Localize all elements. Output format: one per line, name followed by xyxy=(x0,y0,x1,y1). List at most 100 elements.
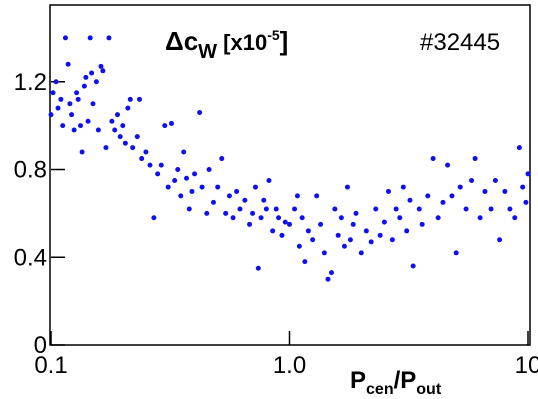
data-point xyxy=(65,61,71,67)
y-tick-label: 0.8 xyxy=(14,157,47,184)
data-point xyxy=(230,215,236,221)
data-point xyxy=(266,177,272,183)
data-point xyxy=(430,156,436,162)
data-point xyxy=(75,96,81,102)
data-point xyxy=(507,206,513,212)
y-tick-label: 1.2 xyxy=(14,69,47,96)
data-point xyxy=(258,215,264,221)
data-point xyxy=(282,219,288,225)
data-point xyxy=(67,101,73,107)
data-point xyxy=(305,228,311,234)
data-point xyxy=(93,79,99,85)
data-point xyxy=(363,228,369,234)
data-point xyxy=(90,101,96,107)
x-tick-label: 1.0 xyxy=(273,352,306,379)
data-point xyxy=(377,232,383,238)
annotation: #32445 xyxy=(420,29,500,56)
x-axis-label: Pcen/Pout xyxy=(350,367,442,398)
data-point xyxy=(199,184,205,190)
data-point xyxy=(397,215,403,221)
data-point xyxy=(58,96,64,102)
data-point xyxy=(234,188,240,194)
data-point xyxy=(273,206,279,212)
title-sub: W xyxy=(198,41,217,63)
x-tick-label: 10 xyxy=(515,352,538,379)
data-point xyxy=(186,206,192,212)
data-point xyxy=(472,156,478,162)
data-point xyxy=(463,206,469,212)
data-point xyxy=(117,134,123,140)
data-point xyxy=(95,127,101,133)
data-point xyxy=(440,199,446,205)
data-point xyxy=(147,162,153,168)
data-point xyxy=(523,199,529,205)
data-point xyxy=(62,35,68,41)
data-point xyxy=(206,167,212,173)
data-point xyxy=(237,206,243,212)
data-point xyxy=(189,188,195,194)
data-point xyxy=(393,206,399,212)
data-point xyxy=(318,221,324,227)
data-point xyxy=(109,118,115,124)
data-point xyxy=(48,112,54,118)
label-part: P xyxy=(350,367,366,394)
data-point xyxy=(120,123,126,129)
data-point xyxy=(435,215,441,221)
data-point xyxy=(83,74,89,80)
data-point xyxy=(314,193,320,199)
data-point xyxy=(350,221,356,227)
data-point xyxy=(296,243,302,249)
data-point xyxy=(353,210,359,216)
data-point xyxy=(425,193,431,199)
data-point xyxy=(151,215,157,221)
data-point xyxy=(347,237,353,243)
data-point xyxy=(488,206,494,212)
data-point xyxy=(98,63,104,69)
data-point xyxy=(155,171,161,177)
data-point xyxy=(385,188,391,194)
title-part: Δc xyxy=(165,26,198,56)
label-part: /P xyxy=(394,367,417,394)
data-point xyxy=(338,215,344,221)
data-point xyxy=(87,35,93,41)
data-point xyxy=(181,149,187,155)
data-point xyxy=(81,83,87,89)
data-point xyxy=(302,259,308,265)
data-point xyxy=(158,162,164,168)
data-point xyxy=(172,177,178,183)
data-point xyxy=(139,156,145,162)
title-sup: -5 xyxy=(267,27,280,43)
data-point xyxy=(270,228,276,234)
data-point xyxy=(344,184,350,190)
data-point xyxy=(279,232,285,238)
data-point xyxy=(482,188,488,194)
title-part: [x10 xyxy=(217,30,267,55)
data-point xyxy=(106,35,112,41)
data-point xyxy=(127,96,133,102)
data-point xyxy=(292,206,298,212)
data-point xyxy=(136,96,142,102)
data-point xyxy=(165,184,171,190)
data-point xyxy=(226,193,232,199)
data-point xyxy=(130,145,136,151)
data-point xyxy=(79,149,85,155)
title-part: ] xyxy=(280,26,289,56)
data-point xyxy=(321,250,327,256)
data-point xyxy=(175,167,181,173)
data-point xyxy=(242,197,248,203)
data-point xyxy=(400,184,406,190)
data-point xyxy=(103,145,109,151)
data-point xyxy=(69,112,75,118)
data-point xyxy=(332,206,338,212)
data-point xyxy=(404,228,410,234)
data-point xyxy=(192,171,198,177)
data-point xyxy=(525,171,531,177)
data-point xyxy=(71,127,77,133)
data-point xyxy=(204,210,210,216)
data-point xyxy=(449,193,455,199)
data-point xyxy=(60,123,66,129)
data-point xyxy=(410,263,416,269)
data-point xyxy=(197,109,203,115)
data-point xyxy=(162,123,168,129)
data-point xyxy=(263,206,269,212)
